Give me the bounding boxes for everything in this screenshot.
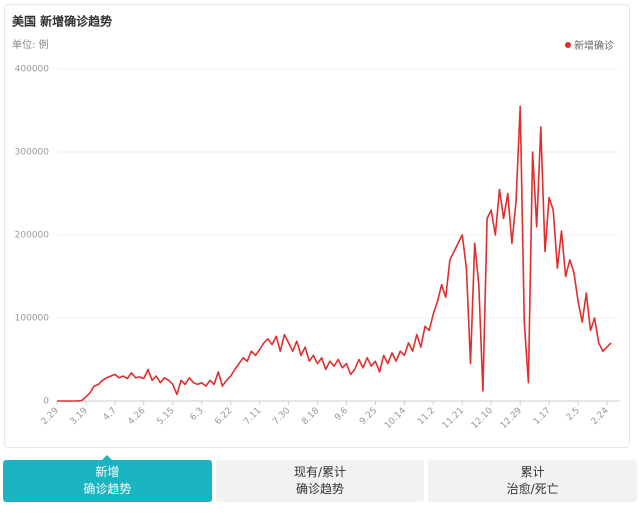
- x-tick-label: 12.10: [470, 406, 495, 431]
- x-tick-label: 6.3: [188, 406, 205, 423]
- tab-label: 确诊趋势: [296, 482, 345, 496]
- unit-label: 单位: 例: [12, 38, 49, 51]
- x-tick-label: 3.19: [69, 406, 90, 427]
- x-tick-label: 12.29: [499, 406, 524, 431]
- y-tick-label: 100000: [15, 314, 50, 324]
- tab-label: 新增: [95, 465, 120, 479]
- legend-marker: [565, 42, 571, 48]
- x-tick-label: 2.24: [590, 406, 611, 427]
- chart-title: 美国 新增确诊趋势: [12, 14, 112, 29]
- x-tick-label: 10.14: [383, 406, 408, 431]
- x-tick-label: 7.11: [242, 406, 263, 427]
- x-tick-label: 7.30: [271, 406, 292, 427]
- tab-label: 治愈/死亡: [506, 482, 559, 496]
- legend-label: 新增确诊: [574, 39, 614, 52]
- chart: 美国 新增确诊趋势 单位: 例 0 100000 200000 300000 40000…: [12, 14, 620, 431]
- tab[interactable]: 新增 确诊趋势: [3, 455, 212, 502]
- x-tick-label: 11.2: [416, 406, 437, 427]
- y-tick-label: 400000: [15, 65, 50, 75]
- tab-label: 确诊趋势: [83, 482, 132, 496]
- x-tick-label: 2.29: [40, 406, 61, 427]
- tab-label: 现有/累计: [293, 465, 347, 479]
- x-tick-label: 9.6: [333, 406, 350, 423]
- tab-label: 累计: [520, 465, 545, 479]
- y-tick-label: 200000: [15, 231, 50, 241]
- line-series: [57, 105, 612, 402]
- x-tick-label: 2.5: [565, 406, 582, 423]
- x-tick-label: 4.26: [126, 406, 147, 427]
- x-tick-label: 5.15: [155, 406, 176, 427]
- x-tick-label: 9.25: [358, 406, 379, 427]
- x-tick-label: 1.17: [532, 406, 553, 427]
- tab-bar: 新增 确诊趋势 现有/累计 确诊趋势 累计 治愈/死亡: [3, 455, 638, 502]
- tab[interactable]: 现有/累计确诊趋势: [215, 460, 425, 502]
- x-tick-label: 11.21: [441, 406, 466, 431]
- x-tick-label: 8.18: [300, 406, 321, 427]
- x-tick-label: 6.22: [213, 406, 234, 427]
- tab[interactable]: 累计治愈/死亡: [428, 460, 638, 502]
- y-tick-label: 0: [43, 397, 49, 407]
- x-tick-label: 4.7: [102, 406, 119, 423]
- chart-card: [4, 4, 630, 448]
- y-tick-label: 300000: [15, 148, 50, 158]
